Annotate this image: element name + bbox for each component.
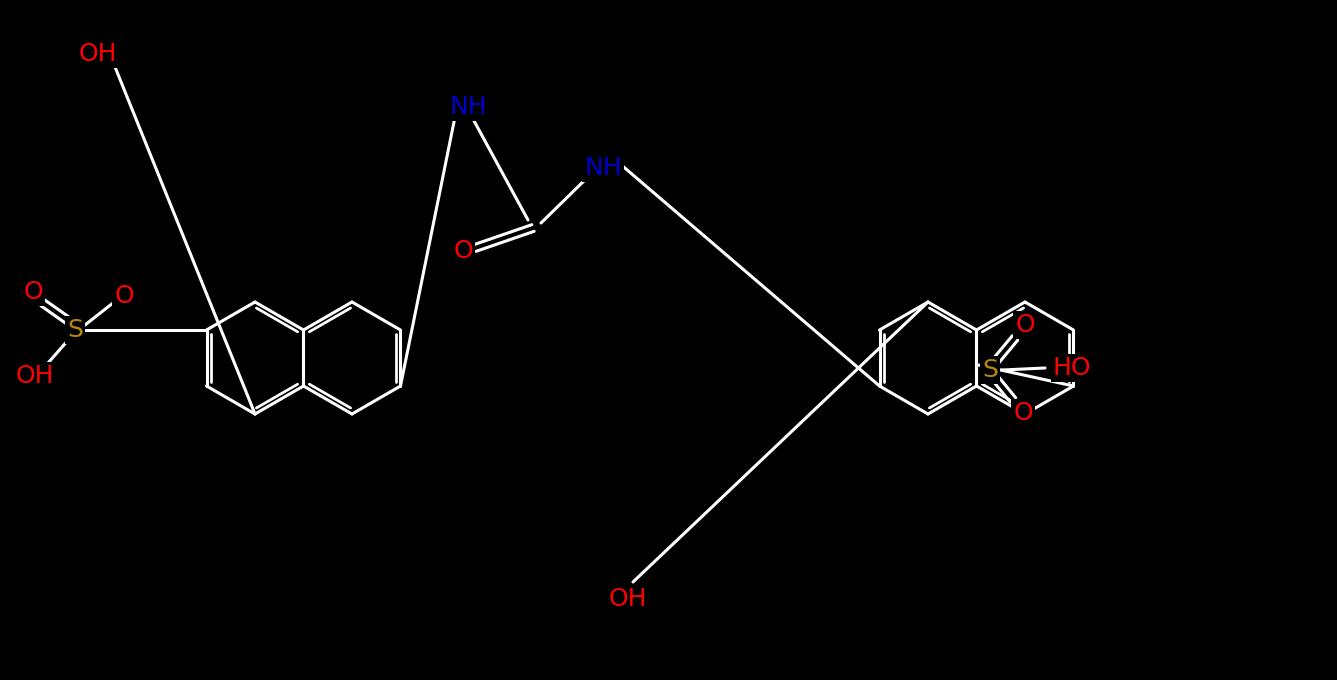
Text: OH: OH — [16, 364, 55, 388]
Text: O: O — [1013, 401, 1032, 425]
Text: O: O — [1015, 313, 1035, 337]
Text: O: O — [114, 284, 134, 308]
Text: OH: OH — [608, 587, 647, 611]
Text: HO: HO — [1052, 356, 1091, 380]
Text: S: S — [67, 318, 83, 342]
Text: NH: NH — [449, 95, 487, 119]
Text: NH: NH — [584, 156, 622, 180]
Text: O: O — [23, 280, 43, 304]
Text: S: S — [983, 358, 997, 382]
Text: OH: OH — [79, 42, 118, 66]
Text: O: O — [453, 239, 473, 263]
